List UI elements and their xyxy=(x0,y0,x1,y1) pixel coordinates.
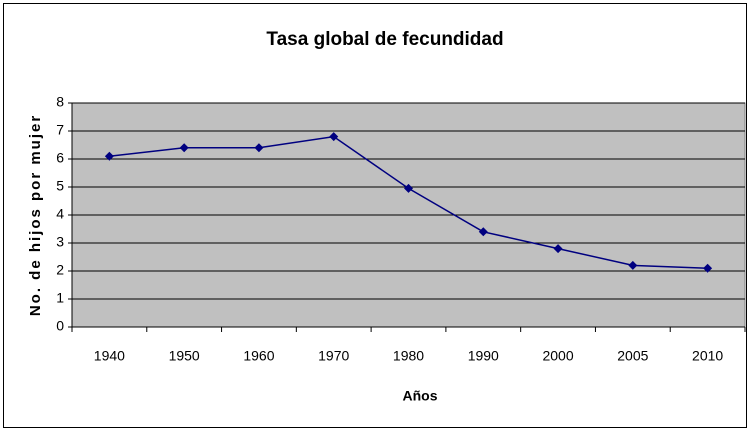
x-tick-label: 2010 xyxy=(692,348,723,364)
y-axis-label: No. de hijos por mujer xyxy=(27,114,44,316)
marker xyxy=(553,244,563,254)
x-tick-label: 2000 xyxy=(542,348,573,364)
y-tick-label: 1 xyxy=(56,290,64,306)
marker xyxy=(254,143,264,153)
x-tick-label: 1940 xyxy=(94,348,125,364)
x-tick-label: 1980 xyxy=(393,348,424,364)
chart-title: Tasa global de fecundidad xyxy=(266,29,503,50)
x-tick-label: 1970 xyxy=(318,348,349,364)
marker xyxy=(104,151,114,161)
x-tick-label: 2005 xyxy=(617,348,648,364)
marker xyxy=(179,143,189,153)
marker xyxy=(404,183,413,193)
marker xyxy=(329,132,339,142)
marker xyxy=(628,260,638,270)
y-tick-label: 6 xyxy=(56,150,64,166)
x-tick-label: 1990 xyxy=(468,348,499,364)
x-tick-label: 1960 xyxy=(243,348,274,364)
y-tick-label: 4 xyxy=(56,206,64,222)
y-tick-label: 8 xyxy=(56,94,64,110)
marker xyxy=(478,227,488,237)
y-tick-label: 3 xyxy=(56,234,64,250)
y-tick-label: 5 xyxy=(56,178,64,194)
y-tick-label: 0 xyxy=(56,318,64,334)
y-tick-label: 7 xyxy=(56,122,64,138)
x-axis-label: Años xyxy=(403,388,438,404)
marker xyxy=(703,263,713,273)
x-tick-label: 1950 xyxy=(169,348,200,364)
y-tick-label: 2 xyxy=(56,262,64,278)
